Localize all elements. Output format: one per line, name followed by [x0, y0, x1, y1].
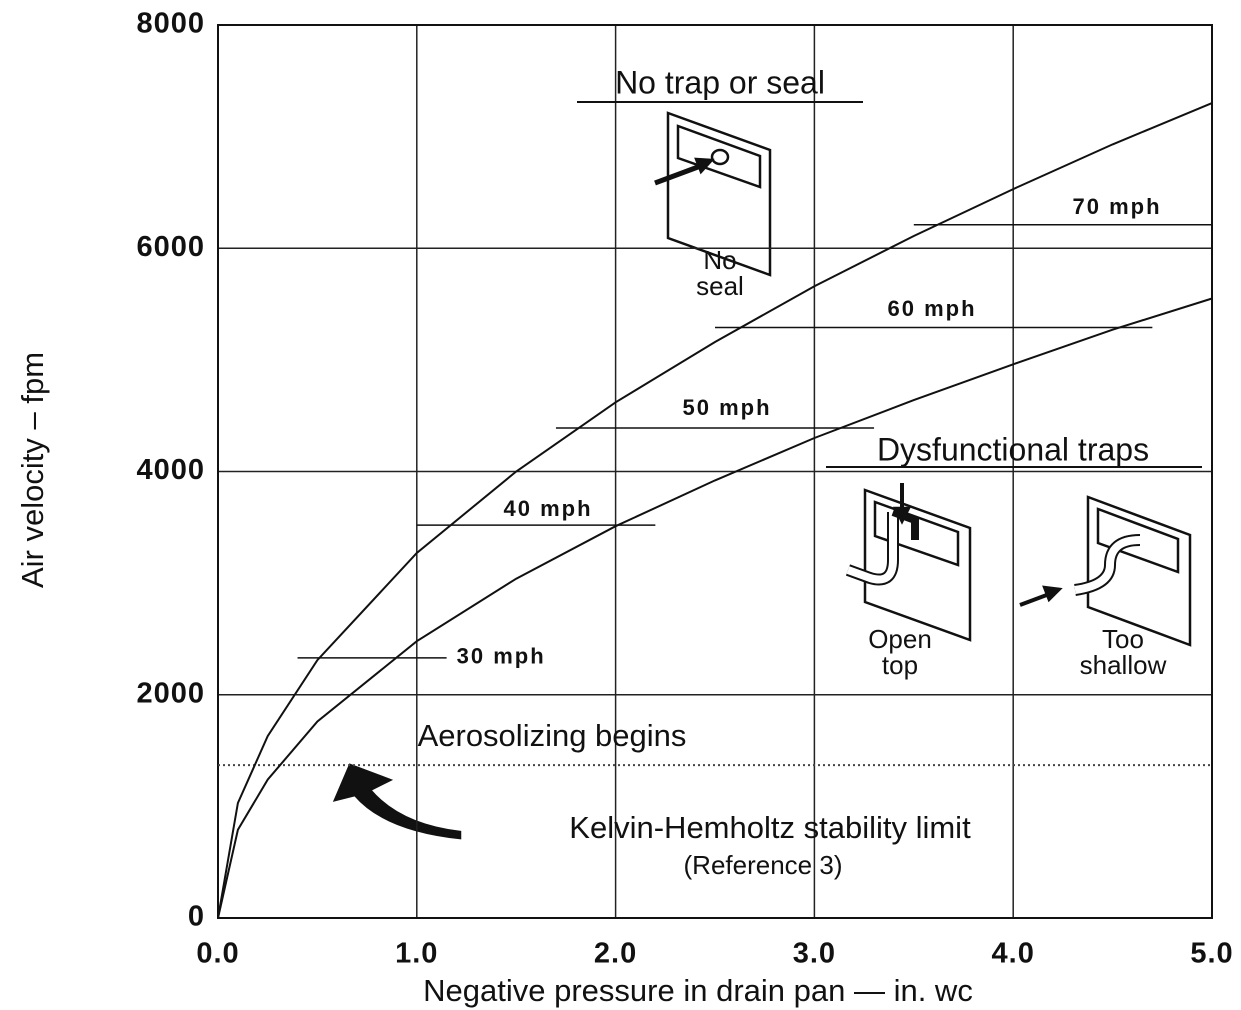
reference-label: 60 mph [887, 296, 976, 321]
y-tick-label: 6000 [136, 231, 205, 263]
inset-heading: No trap or seal [615, 64, 825, 100]
y-tick-label: 8000 [136, 8, 205, 40]
threshold-note: Kelvin-Hemholtz stability limit [569, 810, 971, 845]
x-tick-label: 0.0 [196, 938, 239, 970]
inset-label: shallow [1080, 650, 1167, 680]
x-axis-title: Negative pressure in drain pan — in. wc [423, 973, 973, 1008]
annotation-arrow [335, 765, 460, 838]
x-tick-label: 1.0 [395, 938, 438, 970]
threshold-reference: (Reference 3) [684, 850, 843, 880]
reference-label: 30 mph [457, 644, 546, 669]
pipe-icon [712, 150, 728, 164]
x-tick-label: 4.0 [992, 938, 1035, 970]
y-tick-label: 0 [188, 901, 205, 933]
arrow-icon [1044, 587, 1060, 600]
x-tick-label: 2.0 [594, 938, 637, 970]
inset-label: top [882, 650, 918, 680]
y-tick-label: 4000 [136, 454, 205, 486]
x-tick-label: 3.0 [793, 938, 836, 970]
inset-label: seal [696, 271, 744, 301]
reference-label: 50 mph [682, 395, 771, 420]
chart: 0 2000 4000 6000 8000 0.0 1.0 2.0 3.0 4.0 5.0 Negat… [0, 0, 1241, 1010]
reference-label: 70 mph [1072, 194, 1161, 219]
y-axis-title: Air velocity – fpm [15, 352, 50, 588]
y-tick-label: 2000 [136, 677, 205, 709]
inset-heading: Dysfunctional traps [877, 431, 1149, 467]
reference-label: 40 mph [503, 496, 592, 521]
x-tick-label: 5.0 [1190, 938, 1233, 970]
threshold-label: Aerosolizing begins [418, 718, 687, 753]
